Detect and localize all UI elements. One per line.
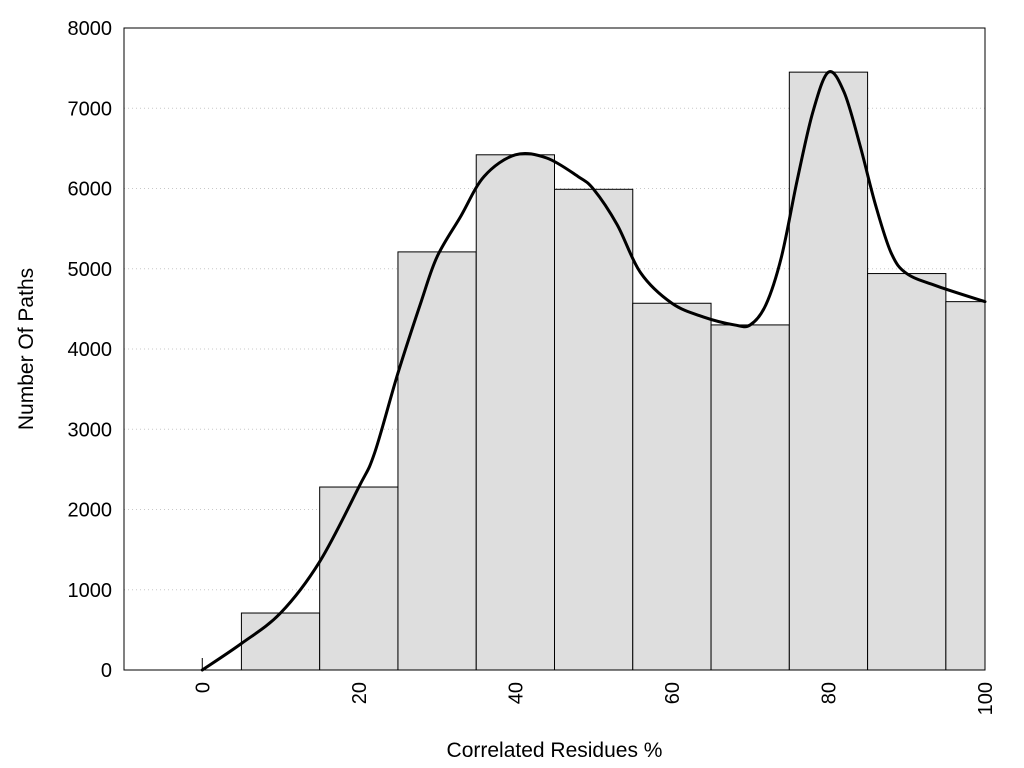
x-axis-ticks: 0 20 40 60 80 100: [192, 658, 997, 715]
smoothed-curve: [200, 70, 987, 672]
y-tick-label: 0: [101, 660, 112, 682]
plot-frame: [123, 27, 986, 671]
bar: [945, 301, 986, 671]
x-tick-label: 100: [975, 682, 997, 715]
bars: [240, 71, 986, 671]
x-tick-label: 80: [818, 682, 840, 704]
y-tick-label: 8000: [68, 18, 113, 40]
y-tick-label: 1000: [68, 580, 113, 602]
bar: [397, 251, 477, 671]
y-axis-title: Number Of Paths: [15, 268, 38, 430]
x-axis-title: Correlated Residues %: [447, 739, 663, 762]
y-tick-label: 7000: [68, 98, 113, 120]
x-tick-label: 20: [349, 682, 371, 704]
y-tick-label: 3000: [68, 419, 113, 441]
x-tick-label: 0: [192, 682, 214, 693]
bar: [475, 154, 555, 671]
x-tick-label: 40: [505, 682, 527, 704]
y-tick-label: 5000: [68, 259, 113, 281]
bar: [632, 302, 712, 671]
y-tick-label: 4000: [68, 339, 113, 361]
y-tick-label: 2000: [68, 500, 113, 522]
y-axis-ticks: 0 1000 2000 3000 4000 5000 6000 7000 8000: [68, 18, 113, 682]
bar: [788, 71, 869, 671]
bar: [240, 612, 321, 671]
bar: [710, 324, 790, 671]
bar: [867, 273, 947, 671]
bar: [554, 188, 634, 671]
x-tick-label: 60: [662, 682, 684, 704]
y-tick-label: 6000: [68, 179, 113, 201]
bar: [319, 486, 399, 671]
